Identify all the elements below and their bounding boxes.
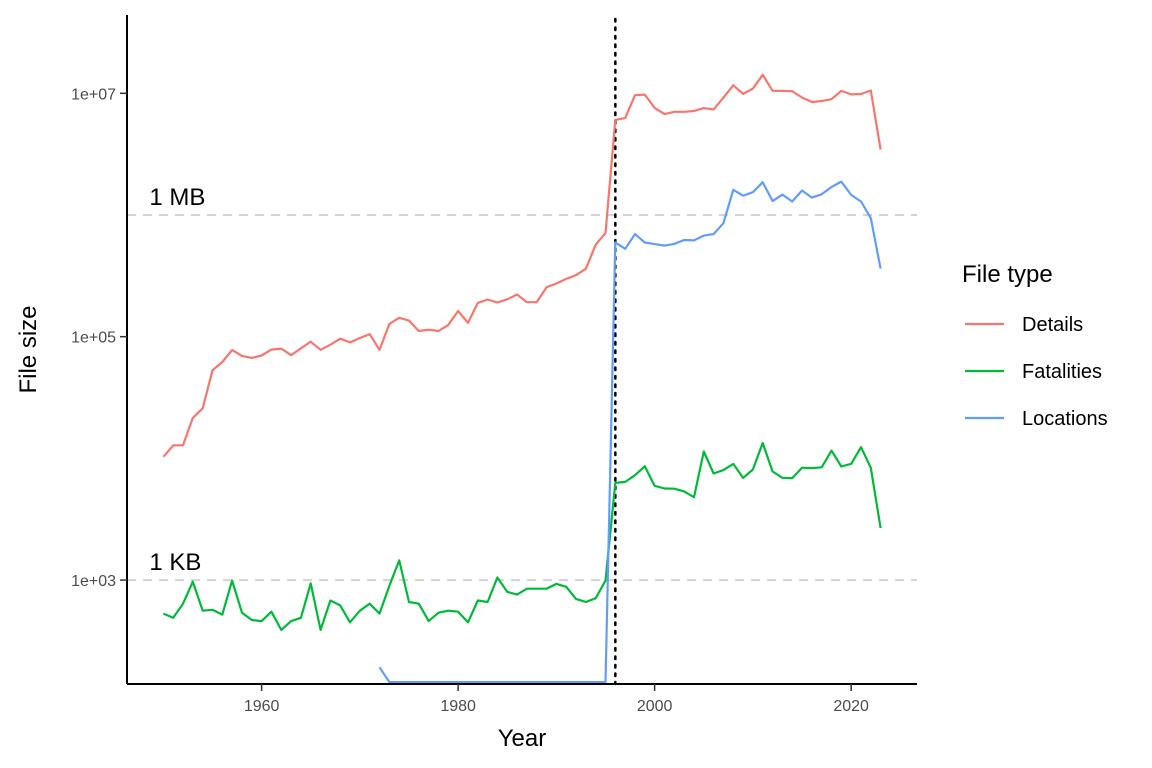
y-axis-title: File size	[15, 305, 42, 393]
reference-lines	[127, 17, 917, 686]
annotation-1-kb: 1 KB	[149, 549, 201, 576]
legend-label-locations: Locations	[1022, 408, 1108, 430]
x-tick-label: 1960	[244, 698, 280, 715]
reference-line-labels: 1 KB 1 MB	[149, 184, 205, 576]
series-lines	[162, 73, 882, 684]
x-axis-title: Year	[498, 725, 547, 752]
legend-label-details: Details	[1022, 314, 1083, 336]
series-line-details	[162, 73, 882, 458]
x-axis-ticks: 1960 1980 2000 2020	[244, 684, 869, 715]
legend-title: File type	[962, 261, 1053, 288]
x-tick-label: 2020	[833, 698, 869, 715]
legend-label-fatalities: Fatalities	[1022, 361, 1102, 383]
series-line-locations	[378, 180, 882, 684]
y-tick-label: 1e+03	[71, 573, 116, 590]
y-tick-label: 1e+05	[71, 330, 116, 347]
series-line-fatalities	[162, 441, 882, 632]
annotation-1-mb: 1 MB	[149, 184, 205, 211]
legend: File type Details Fatalities Locations	[962, 261, 1108, 430]
x-tick-label: 1980	[440, 698, 476, 715]
x-tick-label: 2000	[637, 698, 673, 715]
y-axis-ticks: 1e+03 1e+05 1e+07	[71, 86, 127, 590]
y-tick-label: 1e+07	[71, 86, 116, 103]
